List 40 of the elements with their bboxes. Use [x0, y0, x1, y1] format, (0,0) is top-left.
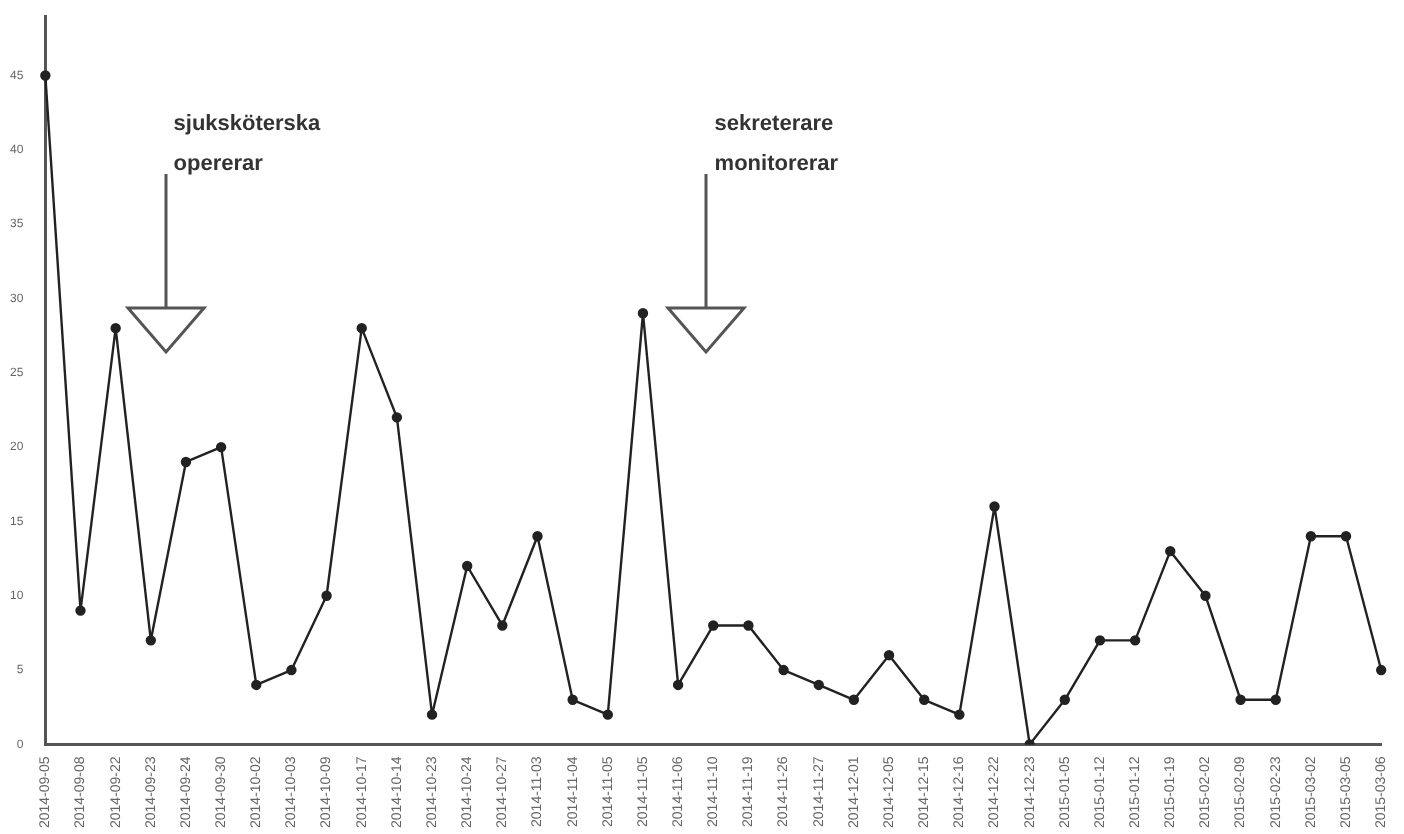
point	[1094, 635, 1106, 646]
point	[954, 709, 965, 720]
point	[1059, 694, 1071, 705]
point	[40, 70, 51, 81]
point	[145, 635, 157, 646]
point	[532, 531, 543, 542]
annotation: sjuksköterska opererar	[173, 110, 321, 180]
point	[848, 694, 860, 705]
point	[1376, 664, 1387, 676]
point	[1340, 531, 1352, 542]
point	[110, 322, 121, 334]
point	[75, 605, 86, 616]
point	[672, 679, 684, 691]
point	[1235, 694, 1246, 705]
point	[778, 664, 789, 676]
point	[989, 501, 1000, 512]
point	[391, 412, 403, 423]
point	[426, 709, 438, 720]
annotation: sekreterare monitorerar	[714, 110, 839, 180]
point	[321, 590, 332, 601]
point	[462, 560, 473, 572]
point	[1200, 590, 1211, 601]
point	[215, 441, 227, 453]
point	[602, 709, 614, 720]
point	[286, 664, 297, 676]
point	[1305, 531, 1317, 542]
point	[1165, 545, 1176, 557]
point	[813, 679, 824, 691]
point	[708, 620, 719, 631]
point	[180, 456, 192, 468]
point	[883, 650, 895, 661]
point	[743, 620, 754, 631]
point	[1129, 635, 1141, 646]
point	[637, 308, 649, 319]
point	[1270, 694, 1281, 705]
point	[567, 694, 578, 705]
point	[497, 620, 508, 631]
point	[919, 694, 930, 705]
point	[251, 679, 262, 691]
point	[356, 322, 367, 334]
